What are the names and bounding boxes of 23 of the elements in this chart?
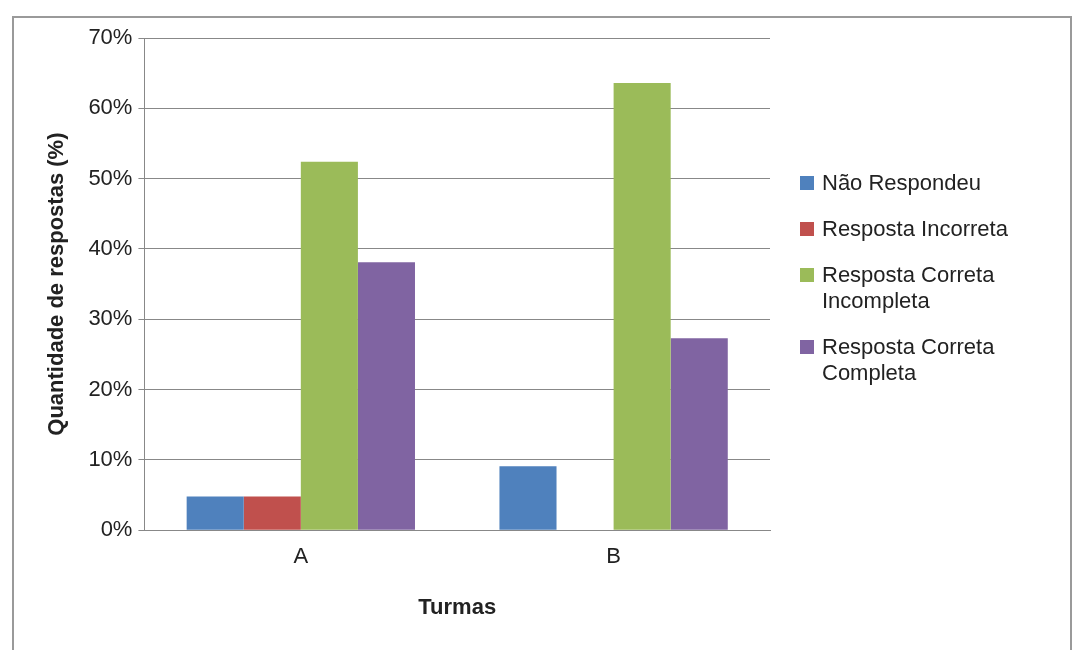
bar bbox=[613, 83, 671, 530]
x-axis-title: Turmas bbox=[418, 593, 497, 619]
legend-label: Resposta Incorreta bbox=[822, 216, 1008, 242]
y-tick-label: 20% bbox=[88, 375, 133, 401]
y-tick-label: 70% bbox=[88, 24, 133, 50]
x-tick-label: B bbox=[606, 543, 621, 569]
y-tick-label: 50% bbox=[88, 164, 133, 190]
bar bbox=[300, 161, 358, 530]
legend-label: Não Respondeu bbox=[822, 170, 982, 196]
bar bbox=[670, 338, 728, 530]
y-tick-label: 40% bbox=[88, 235, 133, 261]
y-tick-label: 60% bbox=[88, 94, 133, 120]
legend-label: Resposta Correta Completa bbox=[822, 334, 996, 386]
bar bbox=[499, 466, 557, 530]
bar bbox=[243, 496, 301, 530]
bar bbox=[357, 262, 415, 530]
y-axis-title: Quantidade de respostas (%) bbox=[43, 132, 69, 436]
y-tick-label: 30% bbox=[88, 305, 133, 331]
legend-label: Resposta Correta Incompleta bbox=[822, 262, 996, 314]
x-tick-label: A bbox=[293, 543, 309, 569]
bar bbox=[186, 496, 244, 530]
y-tick-label: 10% bbox=[88, 445, 133, 471]
y-tick-label: 0% bbox=[100, 516, 133, 542]
